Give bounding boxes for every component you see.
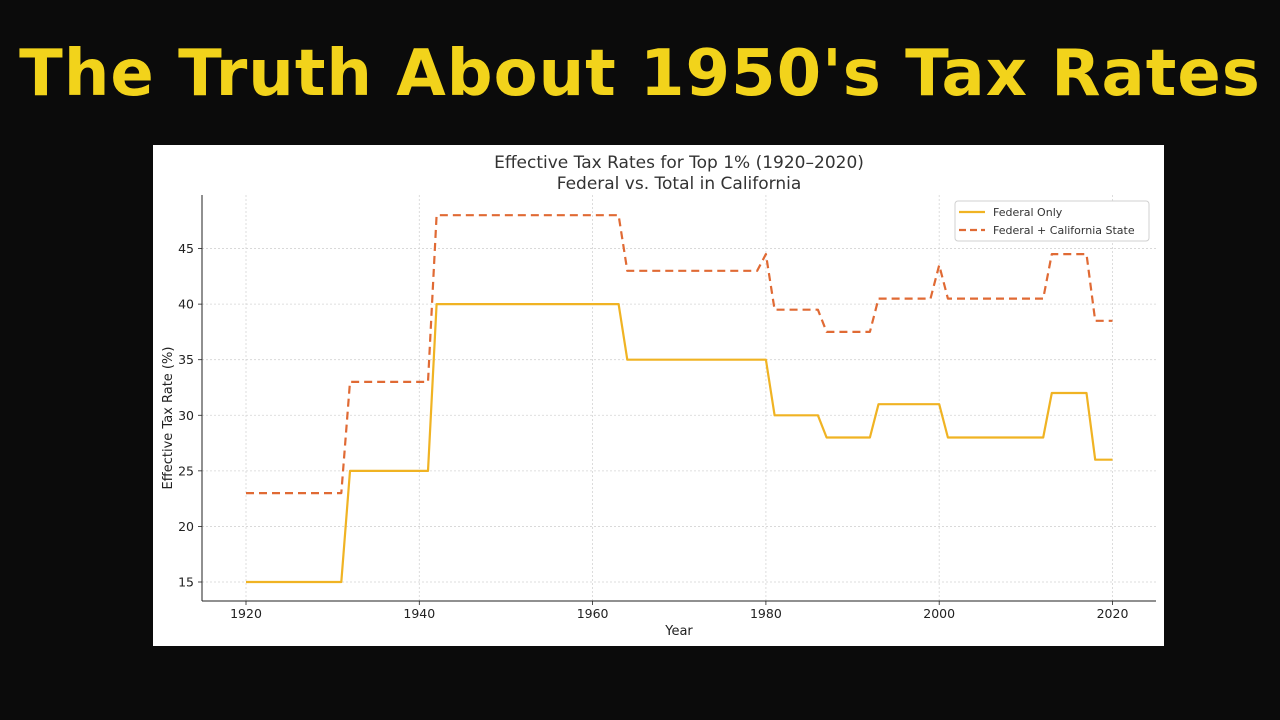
x-tick-label: 1920 [230,606,262,621]
federal-only-line [246,303,1113,584]
y-tick-label: 15 [178,575,194,590]
y-tick-label: 30 [178,408,194,423]
y-axis-label: Effective Tax Rate (%) [161,347,176,490]
x-tick-label: 2020 [1097,606,1129,621]
axes: 1920 1940 1960 1980 2000 2020 15 20 25 30 35 40 45 [178,195,1156,621]
legend-box [954,200,1150,242]
chart-panel: Effective Tax Rates for Top 1% (1920–202… [153,145,1164,646]
chart-subtitle: Federal vs. Total in California [557,174,802,194]
federal-plus-state-line [246,214,1113,495]
y-tick-label: 20 [178,519,194,534]
x-tick-label: 2000 [923,606,955,621]
y-tick-label: 25 [178,463,194,478]
legend-label: Federal Only [993,206,1063,219]
y-tick-label: 35 [178,352,194,367]
x-axis-label: Year [664,624,693,639]
line-chart: Effective Tax Rates for Top 1% (1920–202… [161,153,1156,639]
y-tick-label: 45 [178,241,194,256]
series-lines [246,214,1113,584]
legend-label: Federal + California State [993,224,1135,237]
headline: The Truth About 1950's Tax Rates [19,37,1261,111]
chart-title: Effective Tax Rates for Top 1% (1920–202… [494,153,864,173]
legend: Federal Only Federal + California State [954,200,1150,242]
x-tick-label: 1940 [403,606,435,621]
y-tick-label: 40 [178,297,194,312]
x-tick-label: 1980 [750,606,782,621]
x-tick-label: 1960 [577,606,609,621]
